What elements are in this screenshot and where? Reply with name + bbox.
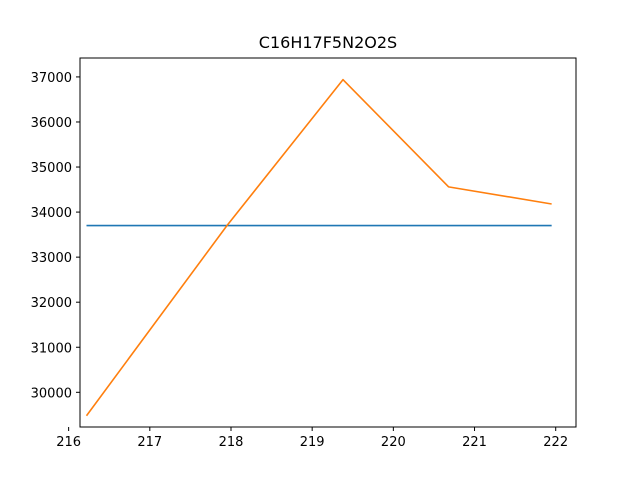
x-tick-label: 216 (56, 435, 81, 450)
x-tick-label: 222 (543, 435, 568, 450)
x-tick-label: 217 (137, 435, 162, 450)
y-tick-label: 34000 (31, 206, 72, 221)
series-line-2 (85, 78, 552, 417)
y-tick-label: 32000 (31, 296, 72, 311)
series-layer (85, 78, 552, 417)
y-tick-label: 36000 (31, 116, 72, 131)
x-tick-label: 221 (462, 435, 487, 450)
axes-frame (79, 57, 577, 428)
x-tick-label: 219 (300, 435, 325, 450)
y-tick-label: 35000 (31, 161, 72, 176)
y-tick-label: 31000 (31, 341, 72, 356)
axes-layer: 216 217 218 219 220 221 222 30000 31000 32000 3300… (31, 57, 577, 450)
x-tick-label: 220 (381, 435, 406, 450)
chart-title: C16H17F5N2O2S (259, 33, 397, 52)
y-tick-label: 33000 (31, 251, 72, 266)
y-tick-label: 37000 (31, 71, 72, 86)
y-tick-label: 30000 (31, 386, 72, 401)
x-tick-label: 218 (219, 435, 244, 450)
